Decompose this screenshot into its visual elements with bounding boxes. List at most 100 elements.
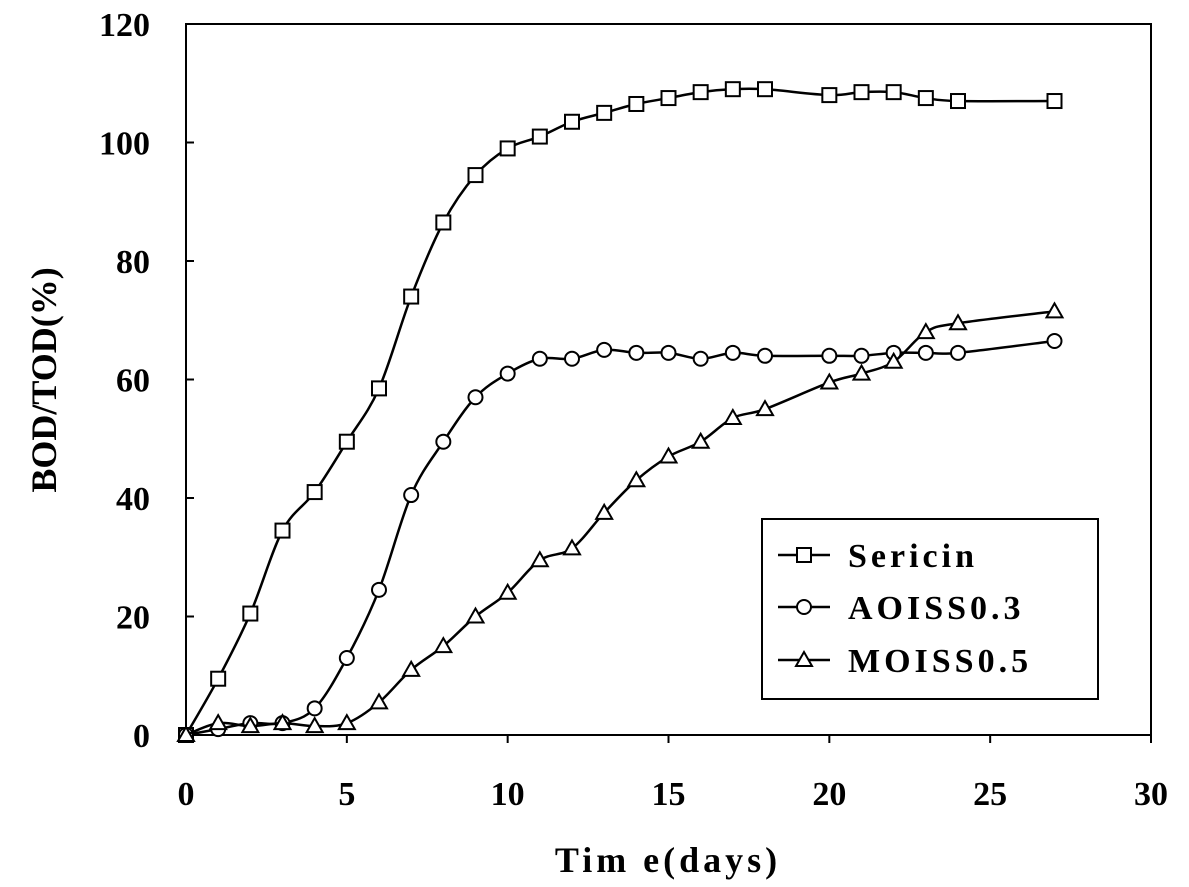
data-point-moiss0-5 [851, 363, 872, 381]
data-point-moiss0-5 [433, 636, 454, 654]
series-aoiss0-3 [178, 332, 1063, 743]
x-tick-label: 15 [652, 776, 686, 813]
data-point-sericin [757, 81, 773, 98]
data-point-moiss0-5 [562, 538, 582, 556]
data-point-moiss0-5 [594, 502, 614, 520]
data-point-moiss0-5 [272, 713, 293, 731]
data-point-sericin [692, 84, 709, 101]
data-point-moiss0-5 [530, 550, 550, 568]
data-point-moiss0-5 [176, 724, 196, 742]
data-point-sericin [950, 93, 966, 110]
y-tick-label: 60 [116, 363, 150, 400]
y-axis-ticks: 0 20 40 60 80 100 120 [99, 7, 194, 755]
legend-label: MOISS0.5 [848, 643, 1032, 680]
data-point-sericin [403, 288, 420, 305]
data-point-moiss0-5 [723, 407, 743, 426]
data-point-aoiss0-3 [564, 350, 580, 367]
data-point-aoiss0-3 [467, 389, 484, 406]
legend-item-aoiss0-3: AOISS0.3 [778, 590, 1025, 627]
data-point-sericin [338, 433, 355, 450]
y-axis-title: BOD/TOD(%) [24, 267, 64, 492]
data-point-sericin [1046, 93, 1063, 110]
data-point-sericin [274, 522, 291, 539]
data-point-sericin [596, 104, 613, 121]
series-layer [176, 81, 1065, 743]
data-point-aoiss0-3 [821, 347, 838, 364]
data-point-aoiss0-3 [950, 344, 966, 361]
data-point-aoiss0-3 [338, 649, 355, 666]
data-point-moiss0-5 [497, 582, 518, 600]
x-axis-title: Tim e(days) [555, 840, 781, 880]
y-tick-label: 0 [133, 718, 150, 755]
data-point-aoiss0-3 [531, 350, 548, 367]
data-point-moiss0-5 [401, 659, 421, 677]
y-tick-label: 120 [99, 7, 150, 44]
data-point-moiss0-5 [626, 470, 647, 488]
data-point-sericin [499, 140, 516, 157]
data-point-moiss0-5 [240, 716, 261, 734]
legend-marker-triangle [794, 649, 814, 667]
data-point-aoiss0-3 [917, 344, 934, 361]
y-tick-label: 80 [116, 244, 150, 281]
data-point-sericin [885, 84, 902, 101]
data-point-moiss0-5 [755, 399, 775, 417]
data-point-moiss0-5 [658, 446, 679, 464]
series-sericin [178, 81, 1063, 743]
data-point-sericin [306, 484, 323, 501]
x-tick-label: 25 [973, 776, 1007, 813]
legend-label: AOISS0.3 [848, 590, 1025, 627]
data-point-sericin [564, 113, 580, 130]
data-point-sericin [821, 87, 838, 104]
series-moiss0-5 [176, 301, 1065, 742]
data-point-moiss0-5 [465, 606, 486, 624]
data-point-sericin [210, 670, 227, 687]
data-point-moiss0-5 [337, 713, 357, 731]
data-point-sericin [242, 605, 259, 622]
x-axis-ticks: 0 5 10 15 20 25 30 [178, 735, 1168, 813]
data-point-sericin [660, 90, 677, 107]
data-point-sericin [467, 167, 484, 184]
legend-marker-square [796, 547, 812, 563]
data-point-aoiss0-3 [596, 341, 613, 358]
data-point-sericin [724, 81, 741, 98]
legend: Sericin AOISS0.3 MOISS0.5 [761, 518, 1099, 700]
data-point-aoiss0-3 [724, 344, 741, 361]
data-point-sericin [371, 380, 387, 397]
x-tick-label: 30 [1134, 776, 1168, 813]
data-point-aoiss0-3 [499, 365, 516, 382]
y-tick-label: 100 [99, 126, 150, 163]
data-point-aoiss0-3 [435, 433, 452, 450]
data-point-moiss0-5 [304, 716, 325, 734]
data-point-sericin [628, 95, 645, 112]
legend-box [761, 518, 1099, 700]
data-point-moiss0-5 [819, 372, 840, 390]
data-point-aoiss0-3 [757, 347, 773, 364]
data-point-moiss0-5 [916, 322, 936, 340]
data-point-sericin [435, 214, 452, 231]
x-tick-label: 10 [491, 776, 525, 813]
data-point-moiss0-5 [208, 713, 228, 731]
data-point-moiss0-5 [690, 431, 711, 449]
x-tick-label: 20 [812, 776, 846, 813]
data-point-aoiss0-3 [853, 347, 870, 364]
data-point-aoiss0-3 [660, 344, 677, 361]
data-point-sericin [853, 84, 870, 101]
legend-item-moiss0-5: MOISS0.5 [778, 643, 1032, 680]
data-point-moiss0-5 [948, 313, 968, 331]
legend-marker-circle [796, 599, 812, 615]
y-tick-label: 40 [116, 481, 150, 518]
data-point-aoiss0-3 [403, 487, 420, 504]
x-tick-label: 0 [178, 776, 195, 813]
data-point-aoiss0-3 [1046, 332, 1063, 349]
legend-item-sericin: Sericin [778, 538, 978, 575]
x-tick-label: 5 [338, 776, 355, 813]
data-point-aoiss0-3 [371, 581, 387, 598]
data-point-sericin [531, 128, 548, 145]
data-point-aoiss0-3 [692, 350, 709, 367]
data-point-moiss0-5 [1044, 301, 1065, 319]
data-point-aoiss0-3 [306, 700, 323, 717]
y-tick-label: 20 [116, 600, 150, 637]
data-point-aoiss0-3 [628, 344, 645, 361]
legend-label: Sericin [848, 538, 978, 575]
